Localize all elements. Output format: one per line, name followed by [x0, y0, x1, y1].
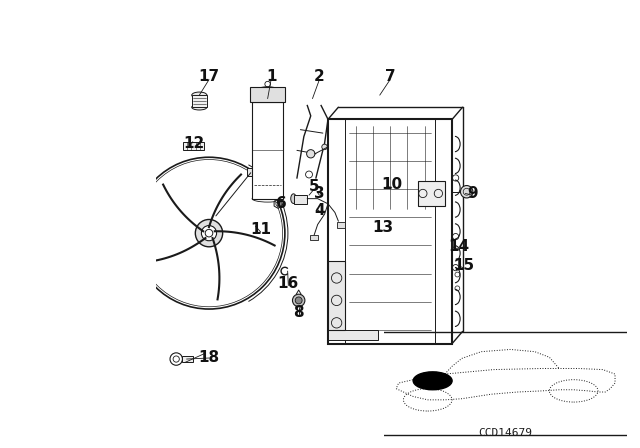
Bar	[182, 356, 193, 362]
Text: 1: 1	[266, 69, 276, 84]
Bar	[247, 168, 258, 176]
Text: 11: 11	[250, 222, 271, 237]
Bar	[252, 102, 283, 198]
Bar	[294, 195, 307, 204]
Circle shape	[307, 150, 315, 158]
Text: CCD14679: CCD14679	[479, 428, 532, 438]
Text: 9: 9	[468, 186, 478, 201]
Bar	[328, 261, 345, 330]
Ellipse shape	[291, 194, 296, 203]
Text: 14: 14	[449, 239, 470, 254]
Ellipse shape	[252, 195, 283, 202]
Circle shape	[202, 225, 216, 241]
Text: 18: 18	[198, 350, 220, 365]
Bar	[192, 95, 207, 107]
Text: 16: 16	[278, 276, 299, 291]
Circle shape	[292, 294, 305, 306]
Text: 6: 6	[276, 196, 287, 211]
Ellipse shape	[192, 104, 207, 110]
Circle shape	[276, 202, 280, 206]
Text: 10: 10	[381, 177, 403, 192]
Bar	[183, 142, 204, 151]
Circle shape	[413, 372, 452, 390]
Bar	[310, 235, 317, 240]
Text: 3: 3	[314, 186, 324, 201]
Text: 4: 4	[314, 203, 324, 218]
Bar	[328, 330, 378, 340]
Text: 7: 7	[385, 69, 396, 84]
Circle shape	[295, 297, 302, 304]
Text: 12: 12	[183, 136, 204, 151]
Circle shape	[460, 185, 473, 198]
Ellipse shape	[192, 92, 207, 98]
Text: 15: 15	[454, 258, 475, 273]
Text: 5: 5	[309, 179, 319, 194]
Text: 13: 13	[372, 220, 394, 236]
Bar	[250, 87, 285, 102]
Text: 8: 8	[293, 305, 304, 320]
Polygon shape	[274, 199, 282, 208]
Circle shape	[322, 144, 327, 150]
Bar	[418, 181, 445, 206]
Bar	[337, 222, 345, 228]
Ellipse shape	[250, 87, 285, 102]
Text: 2: 2	[314, 69, 324, 84]
Bar	[328, 119, 452, 344]
Text: 17: 17	[198, 69, 220, 84]
Circle shape	[195, 220, 223, 247]
